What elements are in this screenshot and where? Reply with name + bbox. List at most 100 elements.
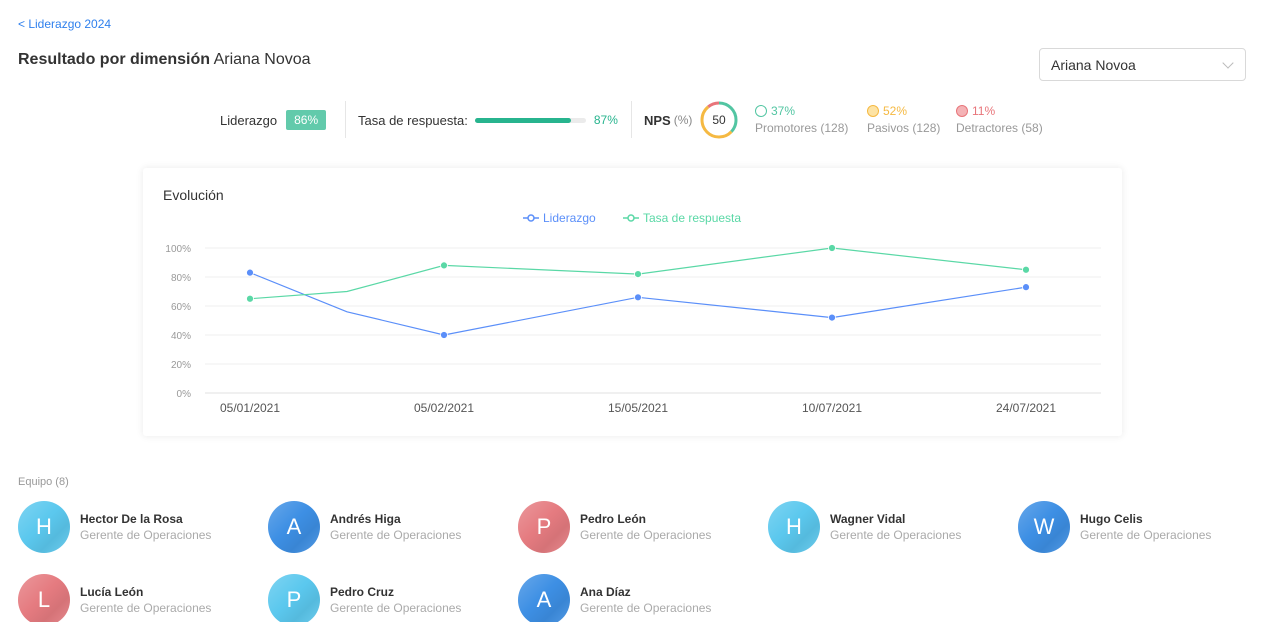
- back-link[interactable]: < Liderazgo 2024: [18, 17, 112, 31]
- x-tick-label: 05/02/2021: [414, 401, 474, 415]
- person-select[interactable]: Ariana Novoa: [1039, 48, 1246, 81]
- data-point: [634, 270, 642, 278]
- nps-unit: (%): [673, 113, 693, 127]
- response-rate-label: Tasa de respuesta:: [358, 112, 468, 128]
- y-tick-label: 0%: [177, 389, 192, 400]
- smile-icon: [755, 105, 767, 117]
- response-rate-value: 87%: [593, 113, 618, 127]
- avatar: P: [268, 574, 320, 622]
- data-point: [828, 313, 836, 322]
- person-select-value: Ariana Novoa: [1051, 56, 1136, 73]
- member-name: Hector De la Rosa: [80, 512, 183, 526]
- divider: [345, 101, 346, 138]
- member-name: Andrés Higa: [330, 512, 401, 526]
- avatar: A: [518, 574, 570, 622]
- member-role: Gerente de Operaciones: [830, 528, 962, 542]
- member-role: Gerente de Operaciones: [580, 528, 712, 542]
- member-role: Gerente de Operaciones: [330, 601, 462, 615]
- page-title-person: Ariana Novoa: [213, 51, 311, 68]
- member-role: Gerente de Operaciones: [80, 601, 212, 615]
- avatar: W: [1018, 501, 1070, 553]
- response-rate-summary: Tasa de respuesta: 87%: [358, 100, 618, 140]
- y-tick-label: 40%: [171, 331, 191, 342]
- legend-label: Liderazgo: [543, 211, 596, 225]
- avatar-initial: W: [1033, 514, 1055, 539]
- legend-marker: [627, 214, 635, 222]
- promoters-stat: 37% Promotores (128): [755, 104, 848, 135]
- x-tick-label: 15/05/2021: [608, 401, 668, 415]
- avatar-initial: P: [286, 587, 302, 612]
- team-member[interactable]: A Ana Díaz Gerente de Operaciones: [518, 574, 711, 622]
- avatar-initial: P: [536, 514, 552, 539]
- detractors-label: Detractores (58): [956, 121, 1043, 135]
- response-rate-progress: [474, 117, 586, 123]
- data-point: [828, 244, 836, 252]
- chevron-down-icon: [1222, 57, 1234, 69]
- detractors-stat: 11% Detractores (58): [956, 104, 1043, 135]
- team-member[interactable]: P Pedro Cruz Gerente de Operaciones: [268, 574, 461, 622]
- team-member[interactable]: L Lucía León Gerente de Operaciones: [18, 574, 211, 622]
- team-member[interactable]: H Wagner Vidal Gerente de Operaciones: [768, 501, 961, 553]
- avatar: P: [518, 501, 570, 553]
- page-title-label: Resultado por dimensión: [18, 51, 211, 68]
- avatar: A: [268, 501, 320, 553]
- passives-stat: 52% Pasivos (128): [867, 104, 940, 135]
- avatar-initial: A: [286, 514, 302, 539]
- y-tick-label: 60%: [171, 302, 191, 313]
- member-name: Lucía León: [80, 585, 144, 599]
- avatar: H: [18, 501, 70, 553]
- data-point: [1022, 283, 1030, 292]
- avatar-initial: H: [36, 514, 52, 539]
- neutral-face-icon: [867, 105, 879, 117]
- sad-face-icon: [956, 105, 968, 117]
- evolution-chart: 100% 80% 60% 40% 20% 0% 05/01/2021 05/02/2021 15…: [165, 211, 1101, 415]
- member-role: Gerente de Operaciones: [330, 528, 462, 542]
- y-tick-label: 80%: [171, 273, 191, 284]
- page-title: Resultado por dimensión Ariana Novoa: [18, 51, 311, 69]
- data-point: [246, 268, 254, 277]
- divider: [631, 101, 632, 138]
- nps-title: NPS: [644, 112, 671, 128]
- chart-title: Evolución: [163, 187, 224, 203]
- promoters-pct: 37%: [771, 104, 796, 118]
- x-tick-label: 24/07/2021: [996, 401, 1056, 415]
- avatar: H: [768, 501, 820, 553]
- passives-label: Pasivos (128): [867, 121, 941, 135]
- leadership-badge: 86%: [286, 110, 327, 130]
- legend-marker: [527, 214, 535, 222]
- leadership-label: Liderazgo: [220, 112, 278, 128]
- response-rate-progress-fill: [474, 117, 572, 123]
- y-tick-label: 20%: [171, 360, 191, 371]
- series-line: [249, 247, 1027, 300]
- passives-pct: 52%: [883, 104, 908, 118]
- member-role: Gerente de Operaciones: [1080, 528, 1212, 542]
- nps-ring: [700, 101, 738, 139]
- team-member[interactable]: P Pedro León Gerente de Operaciones: [518, 501, 711, 553]
- team-label: Equipo (8): [18, 476, 69, 488]
- team-member[interactable]: H Hector De la Rosa Gerente de Operaciones: [18, 501, 211, 553]
- member-name: Hugo Celis: [1080, 512, 1143, 526]
- data-point: [440, 261, 448, 270]
- avatar: L: [18, 574, 70, 622]
- leadership-summary: Liderazgo 86%: [220, 100, 327, 140]
- avatar-initial: A: [536, 587, 552, 612]
- detractors-pct: 11%: [972, 104, 996, 118]
- avatar-initial: H: [786, 514, 802, 539]
- member-role: Gerente de Operaciones: [580, 601, 712, 615]
- nps-value: 50: [712, 113, 726, 127]
- team-member[interactable]: W Hugo Celis Gerente de Operaciones: [1018, 501, 1211, 553]
- x-tick-label: 10/07/2021: [802, 401, 862, 415]
- x-tick-label: 05/01/2021: [220, 401, 280, 415]
- member-name: Ana Díaz: [580, 585, 631, 599]
- team-member[interactable]: A Andrés Higa Gerente de Operaciones: [268, 501, 461, 553]
- member-name: Pedro Cruz: [330, 585, 395, 599]
- legend-label: Tasa de respuesta: [643, 211, 741, 225]
- member-name: Wagner Vidal: [830, 512, 906, 526]
- evolution-chart-card: Evolución 100% 80% 60% 40% 20% 0% 05/01/2021 05…: [143, 168, 1122, 436]
- data-point: [440, 331, 448, 339]
- data-point: [634, 293, 642, 302]
- nps-label: NPS (%): [644, 100, 692, 140]
- data-point: [246, 294, 254, 303]
- series-line: [249, 272, 1027, 336]
- data-point: [1022, 265, 1030, 274]
